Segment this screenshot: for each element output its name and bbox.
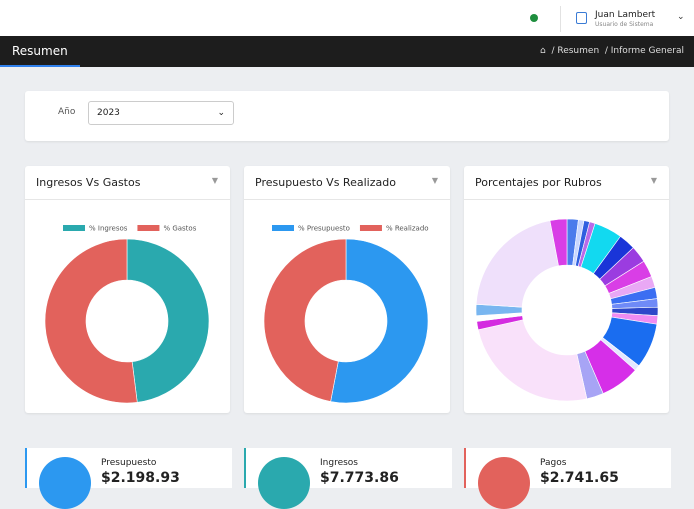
breadcrumb: ⌂ / Resumen / Informe General — [540, 46, 684, 56]
stat-card: Presupuesto $2.198.93 — [25, 448, 232, 509]
panel-title: Presupuesto Vs Realizado — [255, 176, 396, 189]
panel: Porcentajes por Rubros ▼ — [464, 166, 669, 413]
stat-value: $2.741.65 — [540, 470, 619, 486]
chevron: ⌄ — [677, 12, 685, 22]
top-bar: Juan Lambert Usuario de Sistema ⌄ — [0, 0, 694, 36]
user-role: Usuario de Sistema — [595, 21, 654, 28]
select-value: 2023 — [97, 108, 120, 118]
year-select[interactable]: 2023 ⌄ — [88, 101, 234, 125]
crumb[interactable]: Resumen — [557, 46, 600, 56]
user-menu[interactable]: Juan Lambert Usuario de Sistema ⌄ — [560, 6, 694, 32]
filter-card: Año 2023 ⌄ — [25, 91, 669, 141]
filter-label: Año — [58, 107, 76, 117]
status-dot — [530, 14, 538, 22]
stat-label: Ingresos — [320, 458, 358, 468]
stat-card: Pagos $2.741.65 — [464, 448, 671, 509]
stat-label: Presupuesto — [101, 458, 157, 468]
stat-label: Pagos — [540, 458, 567, 468]
stat-value: $2.198.93 — [101, 470, 180, 486]
stat-value: $7.773.86 — [320, 470, 399, 486]
panel: Presupuesto Vs Realizado ▼ — [244, 166, 450, 413]
crumb: Informe General — [610, 46, 684, 56]
stat-card: Ingresos $7.773.86 — [244, 448, 452, 509]
page-title: Resumen — [12, 44, 68, 58]
nav-bar: Resumen ⌂ / Resumen / Informe General — [0, 36, 694, 67]
user-name: Juan Lambert — [595, 10, 656, 20]
underline — [0, 65, 80, 67]
user-icon — [576, 12, 587, 24]
panel: Ingresos Vs Gastos ▼ — [25, 166, 230, 413]
panel-title: Ingresos Vs Gastos — [36, 176, 141, 189]
panel-title: Porcentajes por Rubros — [475, 176, 602, 189]
